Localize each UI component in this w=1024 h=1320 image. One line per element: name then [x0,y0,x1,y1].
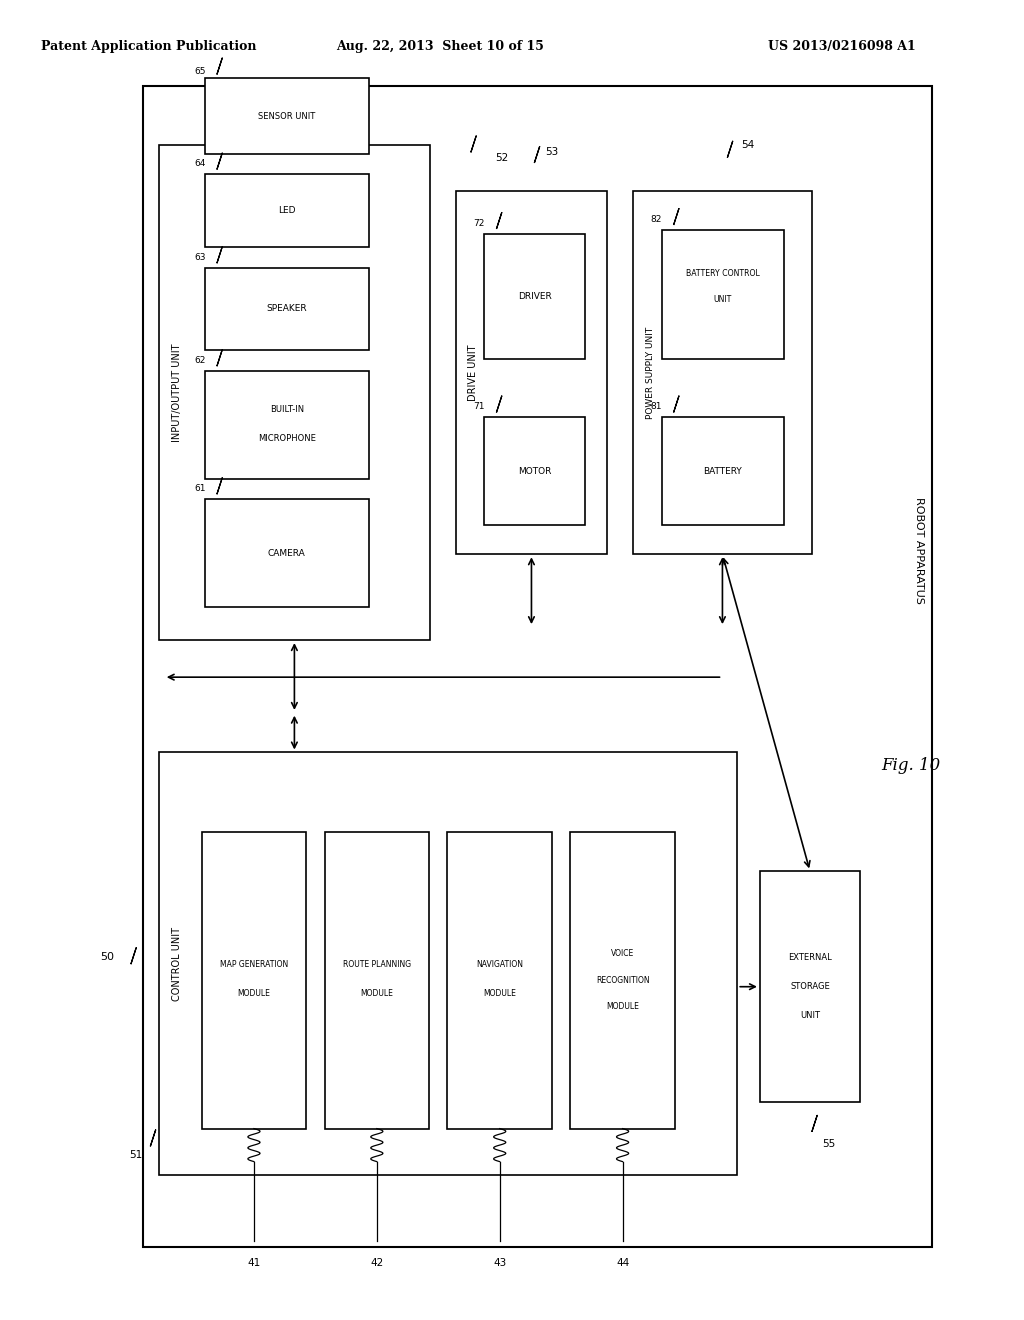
FancyBboxPatch shape [570,832,675,1129]
Text: DRIVER: DRIVER [518,292,551,301]
Text: MOTOR: MOTOR [518,467,551,475]
Text: CAMERA: CAMERA [268,549,305,557]
Text: RECOGNITION: RECOGNITION [596,975,649,985]
FancyBboxPatch shape [205,174,369,247]
Text: 81: 81 [650,403,663,411]
Text: 61: 61 [194,484,206,492]
Text: BUILT-IN: BUILT-IN [269,405,304,413]
Text: DRIVE UNIT: DRIVE UNIT [468,345,478,401]
Text: BATTERY CONTROL: BATTERY CONTROL [686,269,760,277]
FancyBboxPatch shape [159,752,737,1175]
Text: MODULE: MODULE [483,989,516,998]
Text: 72: 72 [473,219,485,227]
Text: 54: 54 [741,140,755,150]
FancyBboxPatch shape [205,268,369,350]
Text: BATTERY: BATTERY [703,467,742,475]
FancyBboxPatch shape [205,78,369,154]
Text: MODULE: MODULE [606,1002,639,1011]
FancyBboxPatch shape [484,417,585,525]
Text: 51: 51 [130,1150,142,1160]
FancyBboxPatch shape [159,145,430,640]
FancyBboxPatch shape [447,832,552,1129]
Text: ROUTE PLANNING: ROUTE PLANNING [343,960,411,969]
Text: 50: 50 [100,952,115,962]
FancyBboxPatch shape [202,832,306,1129]
FancyBboxPatch shape [633,191,812,554]
Text: 43: 43 [494,1258,506,1269]
Text: 41: 41 [248,1258,260,1269]
Text: EXTERNAL: EXTERNAL [788,953,831,962]
FancyBboxPatch shape [205,371,369,479]
Text: US 2013/0216098 A1: US 2013/0216098 A1 [768,40,915,53]
Text: Fig. 10: Fig. 10 [882,758,941,774]
Text: MICROPHONE: MICROPHONE [258,434,315,442]
Text: 55: 55 [822,1139,835,1150]
Text: NAVIGATION: NAVIGATION [476,960,523,969]
Text: 52: 52 [496,153,508,164]
Text: Aug. 22, 2013  Sheet 10 of 15: Aug. 22, 2013 Sheet 10 of 15 [336,40,545,53]
Text: SENSOR UNIT: SENSOR UNIT [258,112,315,120]
Text: Patent Application Publication: Patent Application Publication [41,40,256,53]
FancyBboxPatch shape [662,230,784,359]
Text: 65: 65 [194,67,206,75]
Text: 53: 53 [546,147,558,157]
Text: MODULE: MODULE [238,989,270,998]
FancyBboxPatch shape [760,871,860,1102]
Text: 42: 42 [371,1258,383,1269]
Text: SPEAKER: SPEAKER [266,305,307,313]
Text: INPUT/OUTPUT UNIT: INPUT/OUTPUT UNIT [172,343,182,442]
Text: 63: 63 [194,253,206,261]
FancyBboxPatch shape [205,499,369,607]
Text: 44: 44 [616,1258,629,1269]
Text: STORAGE: STORAGE [791,982,829,991]
Text: ROBOT APPARATUS: ROBOT APPARATUS [913,498,924,603]
Text: UNIT: UNIT [800,1011,820,1020]
FancyBboxPatch shape [143,86,932,1247]
Text: 82: 82 [650,215,663,223]
Text: UNIT: UNIT [714,296,732,304]
FancyBboxPatch shape [325,832,429,1129]
Text: POWER SUPPLY UNIT: POWER SUPPLY UNIT [646,327,654,418]
Text: MAP GENERATION: MAP GENERATION [220,960,288,969]
Text: LED: LED [278,206,296,215]
FancyBboxPatch shape [456,191,607,554]
Text: VOICE: VOICE [611,949,634,958]
Text: CONTROL UNIT: CONTROL UNIT [172,927,182,1001]
FancyBboxPatch shape [662,417,784,525]
Text: 62: 62 [194,356,206,364]
Text: 64: 64 [194,160,206,168]
Text: MODULE: MODULE [360,989,393,998]
FancyBboxPatch shape [484,234,585,359]
Text: 71: 71 [473,403,485,411]
